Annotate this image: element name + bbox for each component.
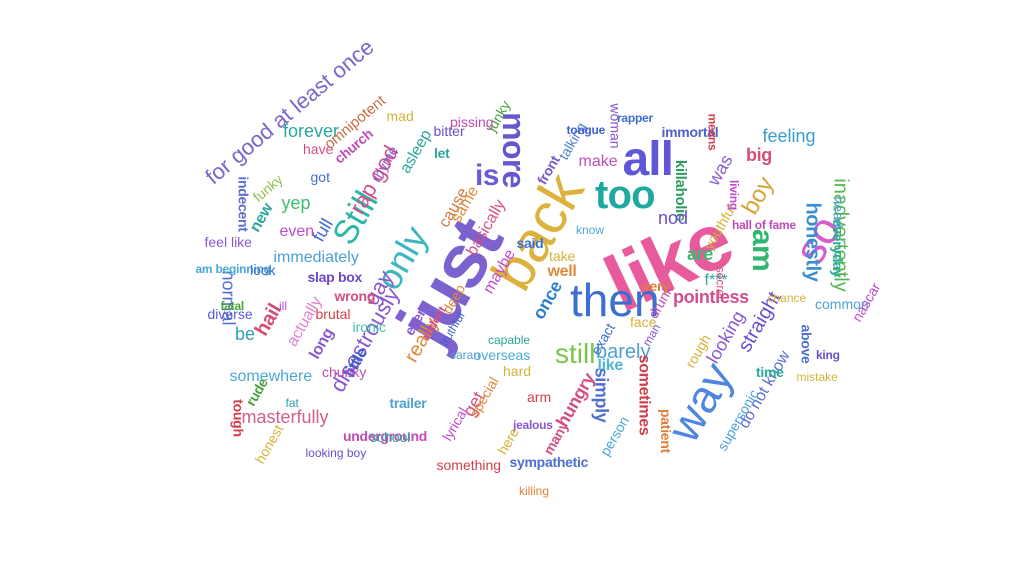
cloud-word: new <box>246 200 277 236</box>
cloud-word: feeling <box>762 126 816 146</box>
cloud-word: sympathetic <box>509 454 589 470</box>
cloud-word: slap box <box>307 269 363 285</box>
cloud-word: masterfully <box>241 407 329 427</box>
cloud-word: look <box>250 262 276 278</box>
cloud-word: funky <box>249 171 286 205</box>
cloud-word: looking boy <box>305 446 367 460</box>
cloud-word: barely <box>596 341 651 363</box>
cloud-word: be <box>235 324 256 344</box>
cloud-word: pointless <box>673 287 749 307</box>
cloud-word: let <box>434 145 450 161</box>
cloud-word: very <box>642 278 670 294</box>
cloud-word: know <box>576 223 605 237</box>
cloud-word: school <box>370 429 411 445</box>
cloud-word: said <box>516 235 544 251</box>
cloud-word: am <box>746 228 780 272</box>
cloud-word: long <box>305 325 337 363</box>
cloud-word: yep <box>281 193 311 213</box>
cloud-word: are <box>687 244 713 264</box>
cloud-word: too <box>595 173 656 217</box>
cloud-word: something <box>436 457 502 473</box>
cloud-word: forever <box>283 121 340 141</box>
cloud-word: here <box>494 424 522 458</box>
cloud-word: got <box>310 169 330 185</box>
cloud-word: king <box>816 348 840 362</box>
cloud-word: immediately <box>273 249 359 266</box>
cloud-word: mistake <box>796 370 838 384</box>
cloud-word: big <box>746 145 772 165</box>
cloud-word: ill <box>279 299 287 313</box>
cloud-word: nod <box>658 208 689 228</box>
cloud-word: trailer <box>389 395 427 411</box>
cloud-word: overseas <box>473 347 531 363</box>
cloud-word: chunky <box>322 364 367 380</box>
cloud-word: chance <box>767 291 807 305</box>
cloud-word: like <box>597 357 624 374</box>
cloud-word: fat <box>285 396 299 410</box>
cloud-word: capable <box>488 333 531 347</box>
cloud-word: tongue <box>566 123 606 137</box>
cloud-word: bitter <box>433 123 465 139</box>
cloud-word: mad <box>386 108 414 124</box>
cloud-word: underground <box>343 428 428 444</box>
cloud-word: honestly <box>801 202 824 282</box>
cloud-word: asleep <box>396 127 435 177</box>
cloud-word: arm <box>527 389 552 405</box>
cloud-word: ironic <box>352 319 386 335</box>
cloud-word: simply <box>590 367 611 423</box>
cloud-word: patient <box>657 409 674 453</box>
cloud-word: tough <box>230 399 247 437</box>
cloud-word: living <box>726 180 741 210</box>
cloud-word: have <box>303 141 334 157</box>
cloud-word: common <box>815 296 869 312</box>
cloud-word: jealous <box>513 418 553 432</box>
cloud-word: all <box>622 133 674 186</box>
cloud-word: for good at least once <box>200 34 379 190</box>
cloud-word: head <box>830 196 847 228</box>
cloud-word: time <box>756 364 784 380</box>
cloud-word: take <box>549 248 576 264</box>
cloud-word: feel like <box>204 234 252 250</box>
cloud-word: immortal <box>661 124 719 140</box>
cloud-word: fatal <box>220 299 245 313</box>
cloud-word: killing <box>519 484 550 498</box>
cloud-word: am beginning <box>195 262 271 276</box>
cloud-word: boy <box>736 172 779 220</box>
cloud-word: still <box>555 338 596 369</box>
cloud-word: make <box>578 153 618 170</box>
cloud-word: diverse <box>207 306 253 322</box>
cloud-word: secret <box>712 266 727 300</box>
cloud-word: face <box>630 314 657 330</box>
cloud-word: f*** <box>704 272 728 289</box>
cloud-word: brutal <box>315 306 351 322</box>
cloud-word: means <box>704 113 719 151</box>
cloud-word: above <box>798 324 815 364</box>
cloud-word: then <box>570 274 660 326</box>
cloud-word: rapper <box>617 111 653 125</box>
cloud-word: somewhere <box>229 368 313 385</box>
cloud-word: well <box>547 263 577 280</box>
cloud-word: wrong <box>334 288 376 304</box>
cloud-word: sometimes <box>634 354 652 436</box>
cloud-word: is <box>475 159 499 192</box>
cloud-word: hall of fame <box>732 218 796 232</box>
cloud-word: even <box>279 223 315 240</box>
cloud-word: honest <box>251 421 287 467</box>
cloud-word: hard <box>503 363 532 379</box>
cloud-word: pissing <box>450 114 494 130</box>
cloud-word: saran <box>450 348 481 362</box>
